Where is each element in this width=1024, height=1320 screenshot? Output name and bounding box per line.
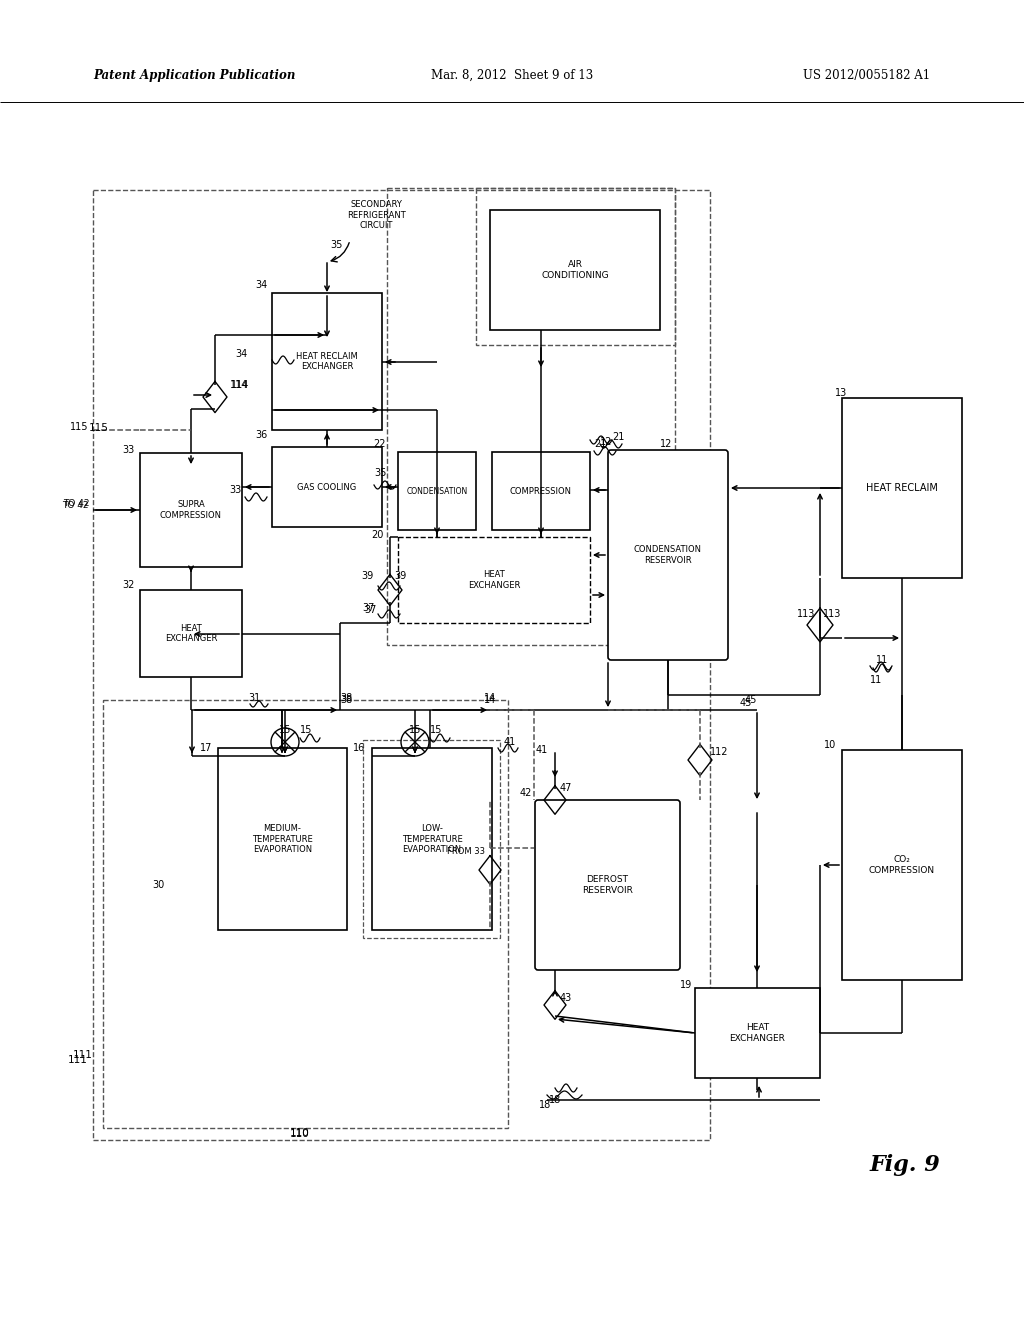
Bar [476, 187, 675, 345]
Text: 12: 12 [660, 440, 673, 449]
Text: 15: 15 [279, 725, 291, 735]
Text: 15: 15 [430, 725, 442, 735]
Text: 112: 112 [710, 747, 728, 756]
Text: TO 42: TO 42 [62, 500, 89, 510]
Text: 45: 45 [745, 696, 758, 705]
Text: 113: 113 [823, 609, 842, 619]
Text: 11: 11 [876, 655, 888, 665]
Text: 30: 30 [153, 880, 165, 890]
Bar [272, 447, 382, 527]
Bar [842, 750, 962, 979]
Text: 42: 42 [519, 788, 532, 799]
Text: MEDIUM-
TEMPERATURE
EVAPORATION: MEDIUM- TEMPERATURE EVAPORATION [252, 824, 313, 854]
Text: 37: 37 [362, 603, 375, 612]
Text: 11: 11 [870, 675, 883, 685]
Text: AIR
CONDITIONING: AIR CONDITIONING [542, 260, 609, 280]
Text: US 2012/0055182 A1: US 2012/0055182 A1 [803, 69, 930, 82]
Text: 13: 13 [835, 388, 847, 399]
Text: 35: 35 [330, 240, 342, 249]
Text: 43: 43 [560, 993, 572, 1003]
Text: Patent Application Publication: Patent Application Publication [93, 69, 295, 82]
Text: 114: 114 [230, 380, 249, 389]
Text: 45: 45 [740, 698, 753, 708]
Text: 47: 47 [560, 783, 572, 793]
Text: HEAT
EXCHANGER: HEAT EXCHANGER [729, 1023, 785, 1043]
Text: 39: 39 [394, 572, 407, 581]
Text: 41: 41 [504, 737, 516, 747]
Text: HEAT RECLAIM: HEAT RECLAIM [866, 483, 938, 492]
Text: Fig. 9: Fig. 9 [870, 1154, 941, 1176]
Text: DEFROST
RESERVOIR: DEFROST RESERVOIR [582, 875, 633, 895]
Text: 10: 10 [823, 741, 836, 750]
Text: 18: 18 [549, 1096, 561, 1105]
Text: COMPRESSION: COMPRESSION [510, 487, 572, 495]
Bar [140, 453, 242, 568]
Text: HEAT
EXCHANGER: HEAT EXCHANGER [468, 570, 520, 590]
Bar [842, 399, 962, 578]
Text: 14: 14 [484, 693, 497, 704]
Text: 114: 114 [231, 380, 250, 389]
Text: 115: 115 [70, 422, 88, 432]
Bar [372, 748, 492, 931]
Text: 41: 41 [536, 744, 548, 755]
Bar [695, 987, 820, 1078]
Bar [387, 187, 675, 645]
Text: 111: 111 [73, 1049, 93, 1060]
Text: 15: 15 [409, 725, 421, 735]
Text: 12: 12 [600, 437, 612, 447]
Text: CO₂
COMPRESSION: CO₂ COMPRESSION [869, 855, 935, 875]
Text: 14: 14 [484, 696, 497, 705]
Text: SECONDARY
REFRIGERANT
CIRCUIT: SECONDARY REFRIGERANT CIRCUIT [347, 201, 406, 230]
Bar [398, 537, 590, 623]
Text: HEAT RECLAIM
EXCHANGER: HEAT RECLAIM EXCHANGER [296, 352, 357, 371]
Text: 33: 33 [229, 484, 242, 495]
Text: 115: 115 [89, 422, 109, 433]
Text: 33: 33 [123, 445, 135, 455]
Bar [140, 590, 242, 677]
Bar [218, 748, 347, 931]
Text: 21: 21 [612, 432, 625, 442]
Bar [272, 293, 382, 430]
Text: 22: 22 [374, 440, 386, 449]
Text: 37: 37 [365, 605, 377, 615]
Text: HEAT
EXCHANGER: HEAT EXCHANGER [165, 624, 217, 643]
Text: 34: 34 [256, 280, 268, 290]
Bar [93, 190, 710, 1140]
Bar [103, 700, 508, 1129]
Text: 35: 35 [374, 469, 386, 478]
Text: 17: 17 [200, 743, 212, 752]
Text: CONDENSATION
RESERVOIR: CONDENSATION RESERVOIR [634, 545, 702, 565]
Text: TO 42: TO 42 [63, 499, 90, 507]
Text: 36: 36 [256, 430, 268, 440]
Text: SUPRA
COMPRESSION: SUPRA COMPRESSION [160, 500, 222, 520]
Text: Mar. 8, 2012  Sheet 9 of 13: Mar. 8, 2012 Sheet 9 of 13 [431, 69, 593, 82]
Bar [398, 451, 476, 531]
Bar [492, 451, 590, 531]
Text: 16: 16 [352, 743, 365, 752]
Text: 20: 20 [372, 531, 384, 540]
Text: 39: 39 [361, 572, 374, 581]
Text: 110: 110 [290, 1129, 310, 1138]
Text: 15: 15 [300, 725, 312, 735]
Bar [362, 741, 500, 939]
Text: 32: 32 [123, 579, 135, 590]
Text: 110: 110 [290, 1129, 310, 1139]
Text: FROM 33: FROM 33 [447, 847, 485, 857]
Text: 34: 34 [236, 348, 248, 359]
FancyBboxPatch shape [535, 800, 680, 970]
Text: 113: 113 [797, 609, 815, 619]
Text: 31: 31 [248, 693, 260, 704]
Text: 38: 38 [340, 693, 352, 704]
Text: 18: 18 [539, 1100, 551, 1110]
Text: LOW-
TEMPERATURE
EVAPORATION: LOW- TEMPERATURE EVAPORATION [401, 824, 463, 854]
FancyBboxPatch shape [608, 450, 728, 660]
Text: 111: 111 [69, 1055, 88, 1065]
Text: 21: 21 [594, 440, 606, 449]
Text: 19: 19 [680, 979, 692, 990]
Text: GAS COOLING: GAS COOLING [297, 483, 356, 491]
Text: CONDENSATION: CONDENSATION [407, 487, 468, 495]
Bar [490, 210, 660, 330]
Text: 38: 38 [340, 696, 352, 705]
